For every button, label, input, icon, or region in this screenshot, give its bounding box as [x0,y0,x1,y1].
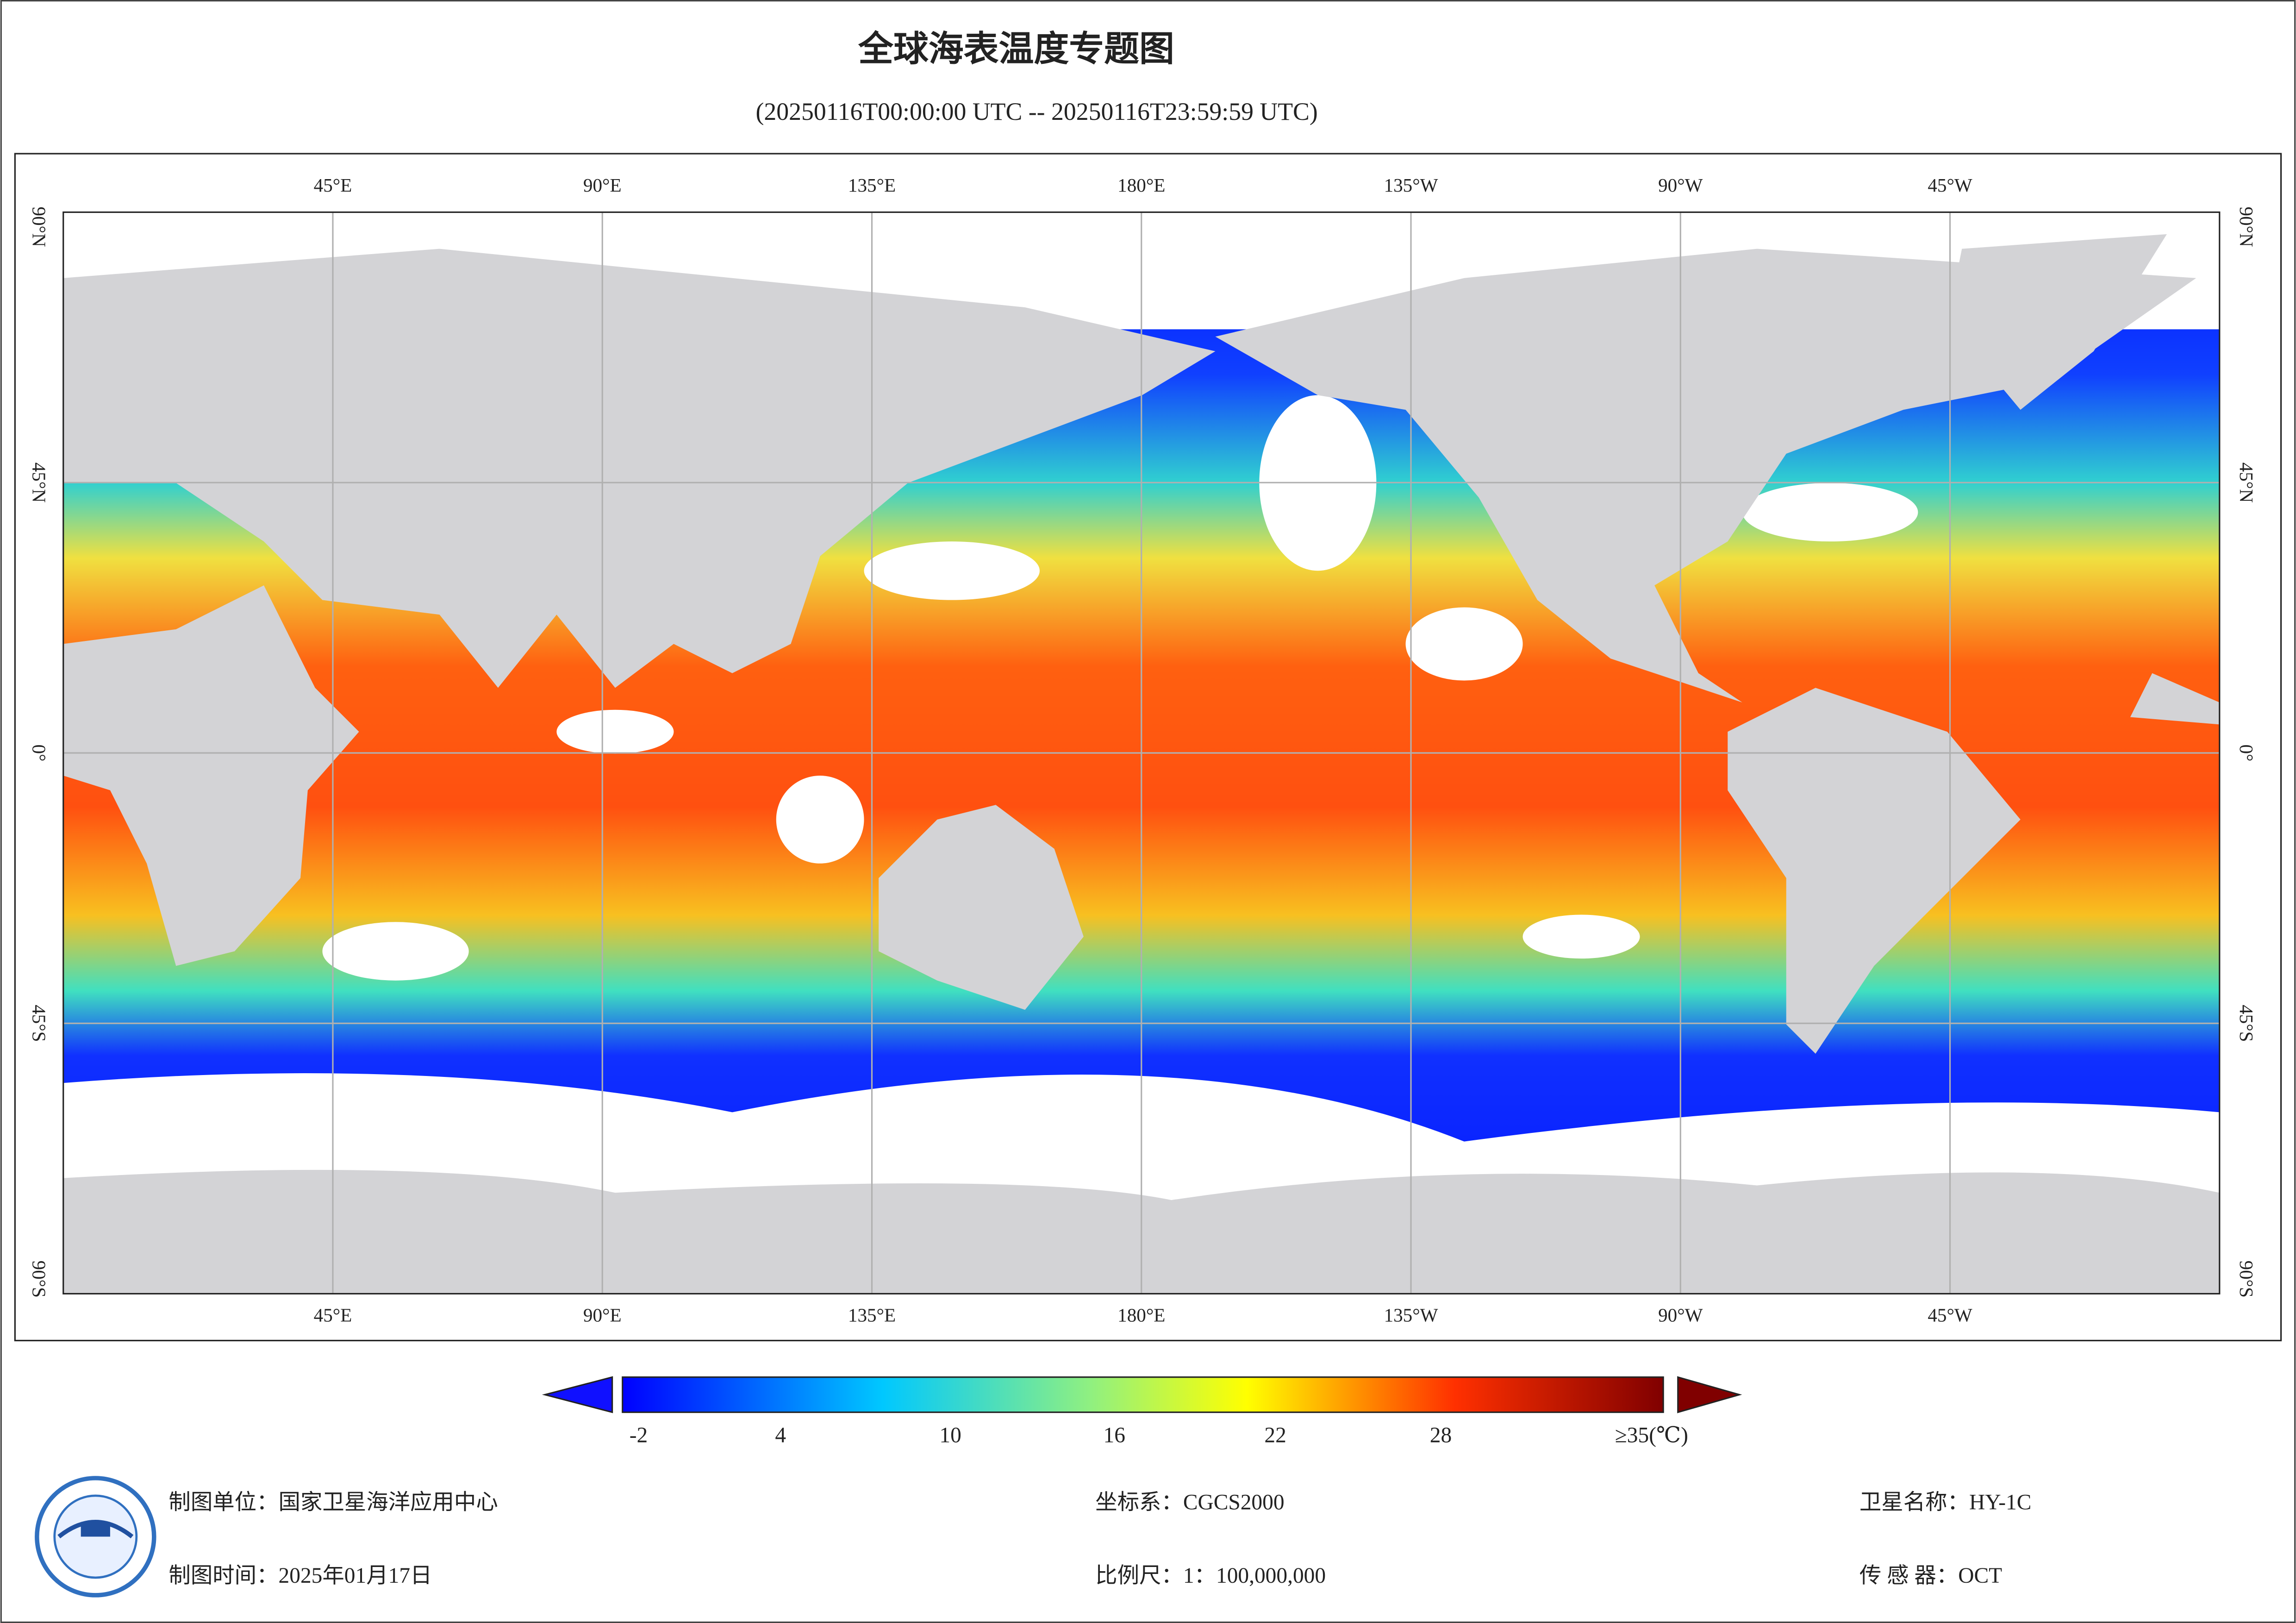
colorbar-label: 28 [1430,1423,1452,1447]
lat-label: 45°S [2236,1005,2257,1042]
colorbar-high-arrow [1677,1376,1742,1413]
subtitle: (20250116T00:00:00 UTC -- 20250116T23:59… [756,98,1318,125]
date: 制图时间：2025年01月17日 [168,1564,432,1588]
colorbar-low-arrow [542,1376,613,1413]
map-border [62,211,2221,1295]
lon-label-bottom: 135°W [1384,1305,1438,1326]
lat-label: 90°N [28,207,50,247]
lon-label-bottom: 180°E [1117,1305,1165,1326]
graticule-labels: 45°E 45°E 90°E 90°E 135°E 135°E 180°E 180°E 135°… [28,174,2257,1325]
lat-label: 45°S [28,1005,50,1042]
lat-label: 45°N [2236,462,2257,503]
lon-label-bottom: 90°E [583,1305,622,1326]
colorbar-label: 22 [1264,1423,1286,1447]
lon-label-top: 45°E [314,174,352,196]
lon-label-bottom: 135°E [848,1305,896,1326]
producer: 制图单位：国家卫星海洋应用中心 [168,1491,498,1515]
satellite: 卫星名称：HY-1C [1859,1491,2031,1515]
lon-label-top: 45°W [1928,174,1972,196]
colorbar-label: 4 [775,1423,786,1447]
colorbar-label: ≥35(℃) [1615,1423,1688,1447]
lon-label-bottom: 45°W [1928,1305,1972,1326]
lon-label-top: 90°W [1658,174,1703,196]
scale: 比例尺：1：100,000,000 [1095,1564,1326,1588]
colorbar-label: 10 [939,1423,961,1447]
colorbar-label: -2 [630,1423,648,1447]
crs: 坐标系：CGCS2000 [1095,1491,1284,1515]
lat-label: 0° [2236,745,2257,762]
graticule [63,212,2220,1294]
lat-label: 90°N [2236,207,2257,247]
lat-label: 45°N [28,462,50,503]
lon-label-top: 180°E [1117,174,1165,196]
lat-label: 90°S [2236,1261,2257,1298]
lat-label: 90°S [28,1261,50,1298]
footer: 制图单位：国家卫星海洋应用中心 制图时间：2025年01月17日 坐标系：CGC… [168,1491,2031,1588]
colorbar-bar [622,1376,1664,1413]
colorbar-labels: -2 4 10 16 22 28 ≥35(℃) [630,1423,1688,1447]
lon-label-bottom: 45°E [314,1305,352,1326]
lat-label: 0° [28,745,50,762]
lon-label-top: 90°E [583,174,622,196]
logo [35,1476,156,1598]
lon-label-top: 135°W [1384,174,1438,196]
sensor: 传 感 器：OCT [1859,1564,2002,1588]
map-frame [14,153,2282,1342]
map [63,212,2220,1294]
colorbar-label: 16 [1104,1423,1125,1447]
lon-label-top: 135°E [848,174,896,196]
colorbar [542,1376,1742,1413]
lon-label-bottom: 90°W [1658,1305,1703,1326]
title: 全球海表温度专题图 [858,29,1174,69]
